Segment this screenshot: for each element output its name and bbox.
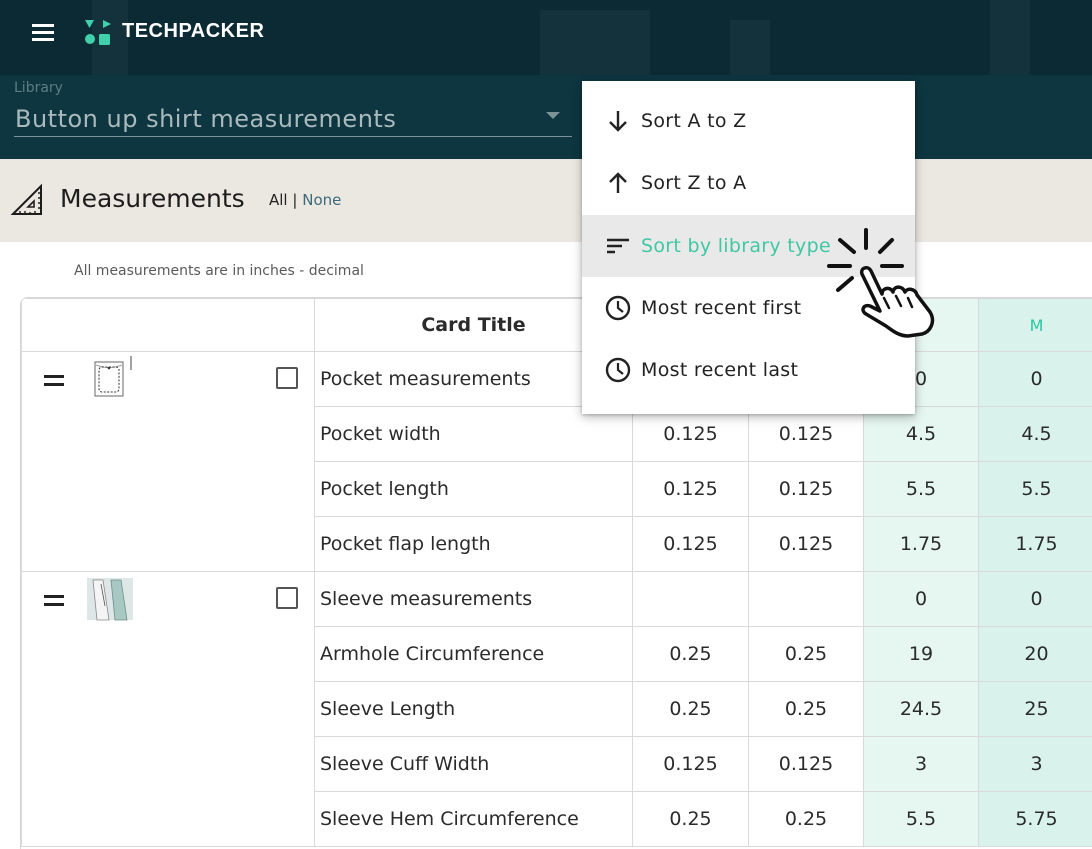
row-size-s[interactable]: 5.5	[864, 792, 979, 847]
library-label: Library	[14, 80, 63, 96]
select-all-none: All | None	[269, 191, 341, 209]
header-card-cell	[22, 299, 315, 352]
row-name[interactable]: Pocket flap length	[315, 517, 633, 572]
row-name[interactable]: Pocket width	[315, 407, 633, 462]
row-tol-minus[interactable]: 0.125	[633, 407, 749, 462]
menu-item-sort-library-type[interactable]: Sort by library type	[582, 215, 915, 277]
menu-item-label: Most recent first	[641, 297, 801, 319]
menu-item-most-recent-first[interactable]: Most recent first	[582, 277, 915, 339]
row-size-s[interactable]: 19	[864, 627, 979, 682]
row-tol-minus[interactable]: 0.25	[633, 682, 749, 737]
arrow-down-icon	[604, 107, 632, 135]
header-size-m: M	[979, 299, 1092, 352]
menu-item-label: Sort Z to A	[641, 172, 746, 194]
library-select[interactable]: Button up shirt measurements	[14, 100, 572, 137]
row-tol-minus[interactable]: 0.125	[633, 462, 749, 517]
measurements-title: Measurements	[60, 184, 245, 213]
row-size-m[interactable]: 25	[979, 682, 1092, 737]
clock-icon	[604, 356, 632, 384]
row-tol-minus[interactable]: 0.25	[633, 792, 749, 847]
menu-icon[interactable]	[32, 24, 54, 42]
row-size-s[interactable]: 24.5	[864, 682, 979, 737]
row-name[interactable]: Sleeve Hem Circumference	[315, 792, 633, 847]
row-size-m[interactable]: 0	[979, 352, 1092, 407]
table-row: Pocket measurements 0 0	[22, 352, 1092, 407]
menu-item-sort-z-a[interactable]: Sort Z to A	[582, 152, 915, 214]
drag-handle-icon[interactable]	[44, 595, 64, 607]
row-size-s[interactable]: 5.5	[864, 462, 979, 517]
menu-item-most-recent-last[interactable]: Most recent last	[582, 339, 915, 401]
sort-lines-icon	[604, 232, 632, 260]
arrow-up-icon	[604, 169, 632, 197]
row-size-m[interactable]: 0	[979, 572, 1092, 627]
table-row: Sleeve measurements 0 0	[22, 572, 1092, 627]
row-tol-plus[interactable]: 0.125	[749, 407, 864, 462]
table-header-row: Card Title S M	[22, 299, 1092, 352]
row-tol-minus[interactable]: 0.125	[633, 517, 749, 572]
row-size-m[interactable]: 4.5	[979, 407, 1092, 462]
row-size-m[interactable]: 5.75	[979, 792, 1092, 847]
dropdown-arrow-icon	[546, 112, 560, 119]
sleeve-card-checkbox[interactable]	[276, 587, 298, 609]
row-name[interactable]: Armhole Circumference	[315, 627, 633, 682]
row-tol-plus[interactable]	[749, 572, 864, 627]
row-size-s[interactable]: 3	[864, 737, 979, 792]
row-name[interactable]: Sleeve Length	[315, 682, 633, 737]
row-size-s[interactable]: 4.5	[864, 407, 979, 462]
row-size-m[interactable]: 20	[979, 627, 1092, 682]
row-name[interactable]: Sleeve measurements	[315, 572, 633, 627]
separator: |	[292, 191, 297, 209]
row-tol-minus[interactable]: 0.25	[633, 627, 749, 682]
row-tol-plus[interactable]: 0.125	[749, 462, 864, 517]
sleeve-card-cell	[22, 572, 315, 847]
sleeve-thumbnail	[87, 576, 133, 622]
menu-item-label: Sort A to Z	[641, 110, 746, 132]
pocket-card-cell	[22, 352, 315, 572]
drag-handle-icon[interactable]	[44, 375, 64, 387]
row-size-m[interactable]: 3	[979, 737, 1092, 792]
pocket-card-checkbox[interactable]	[276, 367, 298, 389]
row-size-m[interactable]: 5.5	[979, 462, 1092, 517]
row-size-s[interactable]: 0	[864, 572, 979, 627]
menu-item-sort-a-z[interactable]: Sort A to Z	[582, 90, 915, 152]
row-tol-plus[interactable]: 0.25	[749, 792, 864, 847]
row-name[interactable]: Sleeve Cuff Width	[315, 737, 633, 792]
pocket-thumbnail	[87, 356, 133, 402]
select-none-link[interactable]: None	[302, 191, 341, 209]
brand-name: TECHPACKER	[122, 20, 264, 43]
row-tol-minus[interactable]: 0.125	[633, 737, 749, 792]
clock-icon	[604, 294, 632, 322]
row-name[interactable]: Pocket length	[315, 462, 633, 517]
select-all-link[interactable]: All	[269, 191, 288, 209]
row-tol-minus[interactable]	[633, 572, 749, 627]
techpacker-logo-icon	[84, 19, 112, 47]
measurements-table: Card Title S M	[20, 297, 1092, 849]
sort-menu: Sort A to Z Sort Z to A Sort by library …	[582, 81, 915, 414]
row-size-m[interactable]: 1.75	[979, 517, 1092, 572]
units-note: All measurements are in inches - decimal	[74, 263, 364, 279]
row-tol-plus[interactable]: 0.25	[749, 627, 864, 682]
row-size-s[interactable]: 1.75	[864, 517, 979, 572]
menu-item-label: Most recent last	[641, 359, 798, 381]
library-selected-value: Button up shirt measurements	[15, 105, 396, 133]
row-tol-plus[interactable]: 0.125	[749, 517, 864, 572]
triangle-ruler-icon	[10, 183, 44, 217]
row-tol-plus[interactable]: 0.125	[749, 737, 864, 792]
row-tol-plus[interactable]: 0.25	[749, 682, 864, 737]
menu-item-label: Sort by library type	[641, 235, 831, 257]
